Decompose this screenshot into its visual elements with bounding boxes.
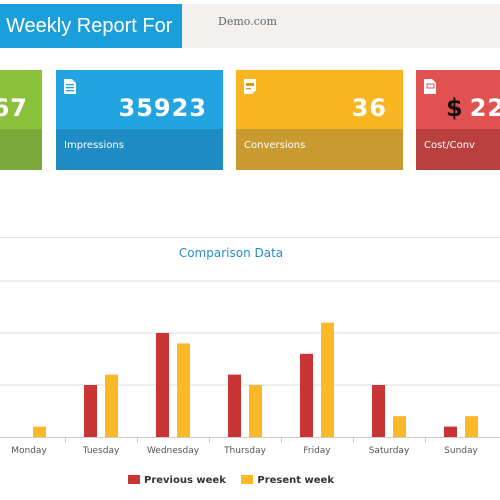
impressions-value: 35923 bbox=[118, 94, 207, 122]
legend-swatch-previous bbox=[128, 475, 140, 484]
bar-present-wednesday bbox=[177, 343, 190, 437]
conversions-value: 36 bbox=[351, 94, 387, 122]
tile-partial: 67 bbox=[0, 70, 42, 170]
bar-present-sunday bbox=[465, 416, 478, 437]
cost-conv-label: Cost/Conv bbox=[424, 140, 475, 151]
bar-previous-tuesday bbox=[84, 385, 97, 437]
x-tick-label-friday: Friday bbox=[303, 446, 331, 456]
tile-conversions: 36 Conversions bbox=[236, 70, 403, 170]
bar-previous-wednesday bbox=[156, 333, 169, 437]
x-tick-label-saturday: Saturday bbox=[369, 446, 410, 456]
cost-conv-amount: 228 bbox=[469, 94, 500, 122]
x-tick-label-sunday: Sunday bbox=[444, 446, 478, 456]
bar-previous-sunday bbox=[444, 426, 457, 437]
chart-title: Comparison Data bbox=[178, 246, 284, 260]
bar-present-monday bbox=[33, 426, 46, 437]
x-tick-label-wednesday: Wednesday bbox=[147, 446, 200, 456]
bar-present-saturday bbox=[393, 416, 406, 437]
legend-item-previous-week[interactable]: Previous week bbox=[128, 475, 226, 486]
legend-item-present-week[interactable]: Present week bbox=[241, 475, 334, 486]
document-icon bbox=[64, 79, 76, 94]
bar-present-friday bbox=[321, 322, 334, 437]
dollar-file-icon bbox=[424, 79, 436, 94]
x-tick-label-monday: Monday bbox=[11, 446, 47, 456]
header-title: Weekly Report For bbox=[0, 4, 182, 48]
report-header: Weekly Report For Demo.com bbox=[0, 4, 500, 48]
header-domain: Demo.com bbox=[218, 15, 277, 28]
bar-previous-thursday bbox=[228, 374, 241, 437]
tile-impressions: 35923 Impressions bbox=[56, 70, 223, 170]
chart-top-divider bbox=[0, 237, 500, 238]
x-tick-label-thursday: Thursday bbox=[223, 446, 267, 456]
legend-swatch-present bbox=[241, 475, 254, 484]
legend-label-previous: Previous week bbox=[144, 475, 226, 486]
chart-legend: Previous week Present week bbox=[0, 475, 462, 486]
currency-symbol: $ bbox=[446, 94, 464, 122]
cost-conv-value: $228 bbox=[446, 94, 500, 122]
impressions-label: Impressions bbox=[64, 140, 124, 151]
conversions-label: Conversions bbox=[244, 140, 306, 151]
note-icon bbox=[244, 79, 256, 94]
bar-present-tuesday bbox=[105, 374, 118, 437]
bar-previous-saturday bbox=[372, 385, 385, 437]
tile-partial-value: 67 bbox=[0, 94, 28, 122]
tile-cost-conv: $228 Cost/Conv bbox=[416, 70, 500, 170]
legend-label-present: Present week bbox=[257, 475, 334, 486]
comparison-chart: Monday Tuesday Wednesday Thursday Friday Satu… bbox=[0, 280, 500, 456]
bar-previous-friday bbox=[300, 353, 313, 437]
bar-present-thursday bbox=[249, 385, 262, 437]
x-tick-label-tuesday: Tuesday bbox=[82, 446, 120, 456]
